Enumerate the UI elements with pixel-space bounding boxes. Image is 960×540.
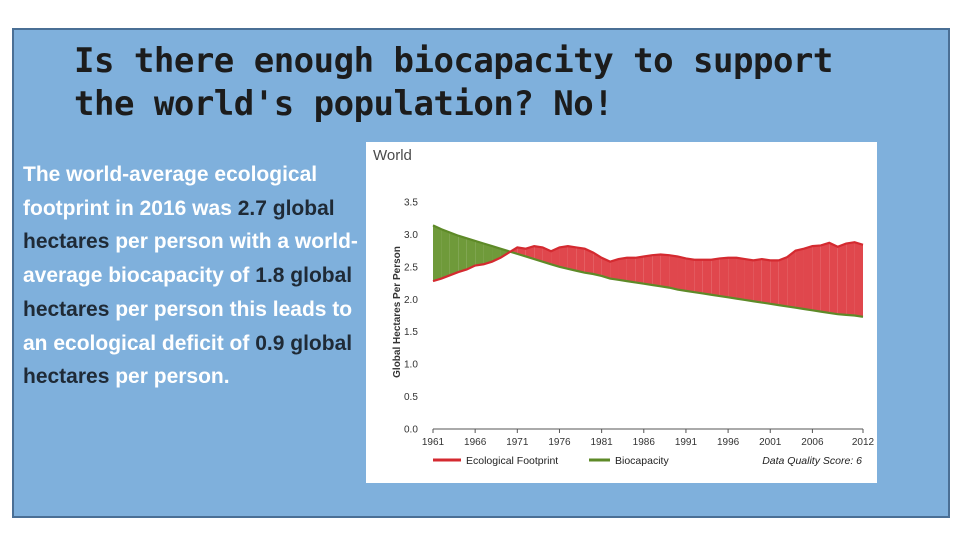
deficit-area bbox=[854, 242, 863, 317]
y-tick-label: 1.5 bbox=[404, 327, 418, 338]
deficit-area bbox=[660, 254, 670, 288]
footprint-chart: World Global Hectares Per Person 0.0 0.5 1… bbox=[366, 142, 877, 483]
body-text-segment: per person with a world-average biocapac… bbox=[23, 230, 358, 288]
body-text-segment: The world-average ecological footprint i… bbox=[23, 163, 318, 220]
y-tick-label: 2.5 bbox=[404, 262, 418, 273]
y-tick-label: 2.0 bbox=[404, 295, 418, 306]
reserve-area bbox=[475, 240, 484, 266]
deficit-area bbox=[601, 257, 611, 279]
deficit-area bbox=[542, 247, 552, 265]
deficit-area bbox=[567, 246, 577, 271]
deficit-area bbox=[677, 256, 686, 291]
deficit-area bbox=[685, 258, 695, 293]
reserve-area bbox=[441, 229, 450, 279]
deficit-area bbox=[778, 257, 788, 307]
footprint-chart-svg: World Global Hectares Per Person 0.0 0.5 1… bbox=[373, 147, 875, 467]
footprint-line bbox=[432, 241, 864, 283]
slide-body-text: The world-average ecological footprint i… bbox=[23, 158, 368, 394]
x-tick-label: 1971 bbox=[506, 437, 529, 448]
reserve-area bbox=[458, 235, 467, 273]
deficit-area bbox=[694, 259, 703, 294]
x-tick-label: 1986 bbox=[633, 437, 656, 448]
plot-area: 0.0 0.5 1.0 1.5 2.0 2.5 3.0 3.5 1961 1966 1971 1976… bbox=[404, 198, 875, 449]
legend-label-footprint: Ecological Footprint bbox=[466, 455, 558, 467]
deficit-area bbox=[711, 258, 720, 297]
deficit-area bbox=[635, 256, 644, 284]
deficit-area bbox=[753, 259, 762, 303]
deficit-area bbox=[812, 245, 821, 312]
slide-title: Is there enough biocapacity to support t… bbox=[74, 41, 833, 124]
y-tick-label: 0.0 bbox=[404, 425, 418, 436]
deficit-area bbox=[618, 257, 627, 282]
deficit-area bbox=[820, 242, 830, 313]
chart-legend: Ecological Footprint Biocapacity Data Qual… bbox=[433, 455, 862, 467]
y-tick-label: 0.5 bbox=[404, 392, 418, 403]
deficit-area bbox=[719, 257, 729, 298]
deficit-area bbox=[551, 247, 560, 267]
y-axis-label: Global Hectares Per Person bbox=[392, 246, 403, 378]
x-tick-label: 2006 bbox=[801, 437, 824, 448]
deficit-area bbox=[643, 255, 653, 286]
reserve-area bbox=[466, 238, 476, 270]
chart-title: World bbox=[373, 147, 412, 164]
x-tick-label: 1961 bbox=[422, 437, 445, 448]
deficit-area bbox=[559, 246, 568, 269]
deficit-area bbox=[610, 259, 619, 280]
x-tick-label: 1981 bbox=[591, 437, 614, 448]
deficit-area bbox=[837, 243, 847, 315]
x-tick-label: 1996 bbox=[717, 437, 740, 448]
deficit-area bbox=[669, 255, 678, 290]
deficit-area bbox=[846, 242, 855, 316]
deficit-area bbox=[534, 246, 543, 262]
deficit-area bbox=[626, 257, 636, 283]
body-text-segment: per person. bbox=[109, 365, 230, 389]
reserve-area bbox=[449, 232, 459, 276]
body-highlight-value: 0.9 global hectares bbox=[23, 331, 353, 389]
reserve-area bbox=[433, 225, 442, 282]
y-tick-label: 3.0 bbox=[404, 230, 418, 241]
x-tick-label: 1966 bbox=[464, 437, 487, 448]
deficit-area bbox=[803, 246, 813, 311]
y-tick-label: 1.0 bbox=[404, 360, 418, 371]
body-highlight-value: 2.7 global hectares bbox=[23, 196, 335, 254]
body-text-segment: per person this leads to an ecological d… bbox=[23, 297, 353, 355]
deficit-area bbox=[761, 259, 771, 304]
deficit-area bbox=[702, 259, 712, 295]
deficit-area bbox=[829, 242, 838, 315]
x-tick-label: 1976 bbox=[548, 437, 571, 448]
deficit-area bbox=[795, 248, 804, 310]
deficit-area bbox=[652, 254, 661, 287]
y-tick-label: 3.5 bbox=[404, 198, 418, 209]
deficit-area bbox=[787, 250, 796, 308]
data-quality-note: Data Quality Score: 6 bbox=[762, 455, 862, 467]
deficit-area bbox=[736, 257, 745, 300]
deficit-area bbox=[593, 252, 602, 276]
reserve-area bbox=[483, 243, 493, 265]
x-tick-label: 2001 bbox=[759, 437, 782, 448]
deficit-area bbox=[584, 248, 594, 274]
deficit-area bbox=[728, 257, 737, 299]
body-highlight-value: 1.8 global hectares bbox=[23, 264, 353, 321]
x-tick-label: 1991 bbox=[675, 437, 698, 448]
deficit-area bbox=[525, 246, 535, 260]
legend-label-biocapacity: Biocapacity bbox=[615, 455, 669, 467]
biocapacity-line bbox=[432, 224, 864, 318]
deficit-area bbox=[744, 259, 754, 302]
deficit-area bbox=[576, 247, 585, 273]
deficit-area bbox=[770, 260, 779, 306]
x-tick-label: 2012 bbox=[852, 437, 875, 448]
